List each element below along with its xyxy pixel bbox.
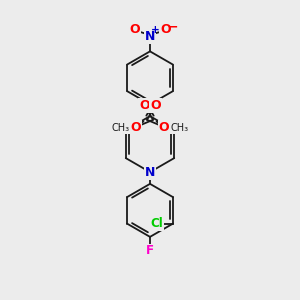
Text: O: O [159, 121, 170, 134]
Text: Cl: Cl [150, 217, 163, 230]
Text: O: O [130, 121, 141, 134]
Text: F: F [146, 244, 154, 257]
Text: N: N [145, 30, 155, 43]
Text: O: O [160, 23, 171, 36]
Text: O: O [150, 99, 160, 112]
Text: O: O [129, 23, 140, 36]
Text: CH₃: CH₃ [112, 123, 130, 133]
Text: +: + [151, 25, 160, 34]
Text: CH₃: CH₃ [170, 123, 188, 133]
Text: N: N [145, 166, 155, 178]
Text: O: O [140, 99, 150, 112]
Text: −: − [168, 20, 178, 33]
